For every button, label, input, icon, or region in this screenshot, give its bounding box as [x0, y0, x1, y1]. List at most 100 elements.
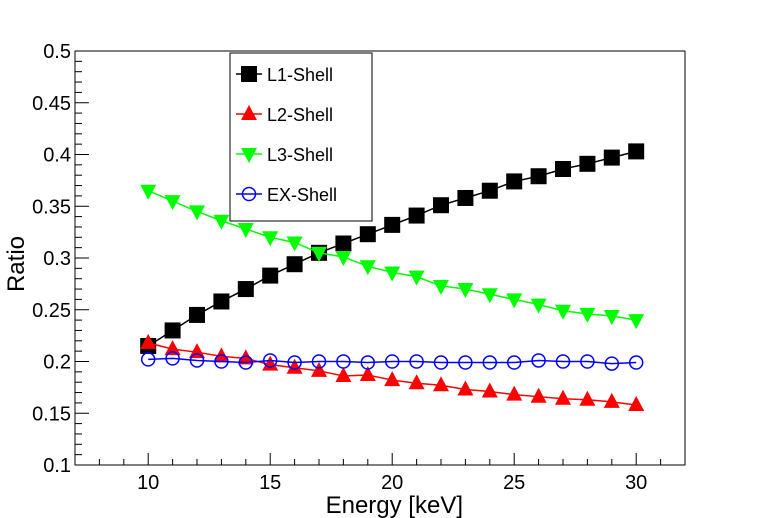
data-point-l2-shell: [408, 374, 425, 390]
data-point-l2-shell: [457, 380, 474, 396]
data-point-ex-shell: [262, 353, 278, 368]
y-tick-label: 0.1: [43, 455, 71, 477]
data-point-ex-shell: [580, 354, 595, 369]
series-l1-shell: [140, 143, 645, 354]
x-axis: 10 15 20 25 30: [98, 453, 686, 494]
data-point-ex-shell: [336, 354, 351, 369]
data-point-l1-shell: [579, 155, 596, 172]
data-point-l1-shell: [213, 293, 230, 310]
data-point-ex-shell: [458, 355, 473, 370]
data-point-ex-shell: [628, 355, 644, 370]
data-point-l2-shell: [359, 365, 376, 381]
series-l3-shell: [140, 184, 645, 330]
data-point-l3-shell: [579, 307, 596, 323]
data-point-l3-shell: [140, 184, 157, 200]
legend-label: EX-Shell: [267, 185, 337, 205]
data-point-l1-shell: [335, 235, 352, 252]
data-point-l3-shell: [408, 270, 425, 286]
data-point-l2-shell: [335, 366, 352, 382]
data-point-ex-shell: [360, 355, 376, 370]
data-point-l2-shell: [311, 361, 327, 377]
series-l2-shell: [140, 333, 645, 411]
x-tick-label: 15: [259, 472, 281, 494]
data-point-l1-shell: [628, 143, 645, 160]
legend-entry-l1-shell: L1-Shell: [236, 65, 333, 85]
data-point-ex-shell: [384, 354, 400, 369]
x-tick-label: 10: [137, 472, 159, 494]
data-point-ex-shell: [311, 354, 327, 369]
data-point-l2-shell: [286, 358, 303, 374]
data-point-l2-shell: [506, 385, 523, 401]
data-point-l1-shell: [506, 173, 523, 190]
data-point-l1-shell: [433, 197, 449, 214]
data-point-l3-shell: [335, 250, 352, 266]
y-axis: 0.1 0.15 0.2 0.25 0.3 0.35 0.4 0.45 0.5: [32, 41, 89, 477]
data-point-l2-shell: [603, 392, 620, 408]
y-tick-label: 0.4: [43, 145, 71, 167]
data-point-l3-shell: [506, 293, 523, 309]
data-point-ex-shell: [409, 354, 424, 369]
legend-label: L1-Shell: [267, 65, 333, 85]
legend-label: L2-Shell: [267, 105, 333, 125]
data-point-l2-shell: [237, 349, 254, 365]
x-tick-label: 30: [625, 472, 647, 494]
data-point-l3-shell: [189, 205, 205, 221]
data-point-l2-shell: [140, 333, 157, 349]
plot-area: [140, 143, 645, 411]
data-point-ex-shell: [482, 355, 498, 370]
data-point-l2-shell: [555, 389, 571, 405]
data-point-l1-shell: [286, 256, 303, 273]
data-point-ex-shell: [506, 355, 522, 370]
data-point-ex-shell: [140, 352, 156, 367]
series-line-ex-shell: [148, 357, 637, 365]
data-point-ex-shell: [238, 355, 254, 370]
data-point-l1-shell: [530, 168, 547, 185]
data-point-l2-shell: [384, 371, 401, 387]
y-tick-label: 0.3: [43, 248, 71, 270]
data-point-l1-shell: [384, 216, 401, 233]
y-tick-label: 0.15: [32, 403, 71, 425]
legend-entry-l3-shell: L3-Shell: [236, 145, 333, 165]
legend-label: L3-Shell: [267, 145, 333, 165]
x-tick-label: 25: [503, 472, 525, 494]
data-point-l3-shell: [628, 314, 645, 330]
data-point-l3-shell: [213, 214, 230, 230]
data-point-ex-shell: [604, 356, 620, 371]
x-tick-label: 20: [381, 472, 403, 494]
legend-marker-l2-shell: [241, 105, 257, 120]
legend-entry-ex-shell: EX-Shell: [236, 185, 337, 205]
data-point-l1-shell: [555, 160, 571, 177]
data-point-ex-shell: [287, 355, 302, 370]
y-tick-label: 0.5: [43, 41, 71, 63]
data-point-ex-shell: [165, 351, 180, 366]
y-tick-label: 0.35: [32, 196, 71, 218]
data-point-ex-shell: [531, 353, 546, 368]
legend-marker-ex-shell: [241, 186, 257, 202]
data-point-l2-shell: [262, 355, 279, 371]
y-tick-label: 0.45: [32, 93, 71, 115]
data-point-l3-shell: [457, 283, 474, 299]
data-point-l3-shell: [286, 236, 303, 252]
data-point-ex-shell: [433, 355, 449, 370]
data-point-l1-shell: [359, 226, 376, 243]
data-point-l2-shell: [530, 387, 547, 403]
series-ex-shell: [140, 351, 644, 371]
x-axis-title: Energy [keV]: [326, 492, 463, 518]
data-point-l1-shell: [457, 189, 474, 206]
data-point-l3-shell: [237, 223, 254, 239]
data-point-ex-shell: [555, 354, 571, 369]
data-point-l3-shell: [384, 266, 401, 282]
legend-marker-l1-shell: [241, 66, 257, 82]
data-point-l3-shell: [603, 309, 620, 325]
data-point-l1-shell: [603, 149, 620, 166]
data-point-l3-shell: [530, 298, 547, 314]
data-point-l1-shell: [237, 281, 254, 298]
data-point-l3-shell: [359, 260, 376, 276]
data-point-l1-shell: [189, 306, 205, 323]
data-point-l2-shell: [433, 376, 449, 392]
legend-marker-l3-shell: [241, 148, 257, 163]
legend-entry-l2-shell: L2-Shell: [236, 105, 333, 125]
data-point-l1-shell: [164, 322, 181, 339]
data-point-l3-shell: [555, 304, 571, 320]
